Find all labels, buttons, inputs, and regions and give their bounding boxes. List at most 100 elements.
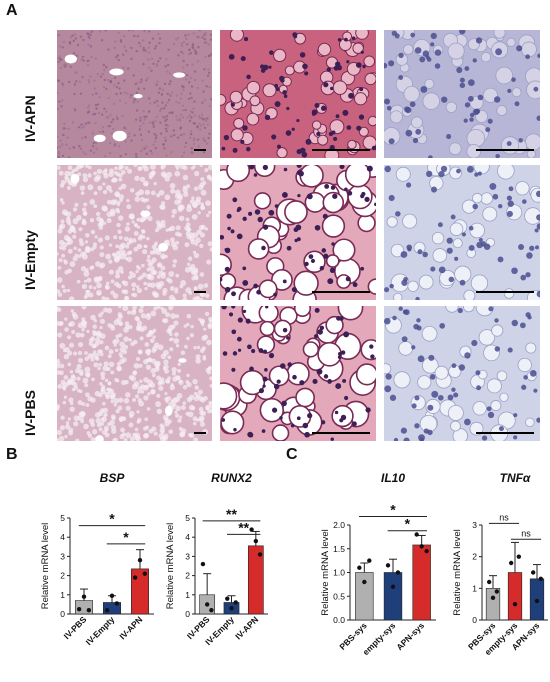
chart-3-bar xyxy=(355,572,374,621)
chart-1-y-tick-label: 1 xyxy=(60,590,65,600)
scale-bar xyxy=(476,149,534,151)
chart-2-data-point xyxy=(253,538,259,544)
histology-image-r2-c3 xyxy=(384,165,540,300)
chart-2-y-tick-label: 4 xyxy=(185,532,190,542)
chart-3-y-tick-label: 0.5 xyxy=(333,591,345,601)
chart-2-data-point xyxy=(233,600,238,605)
chart-3-y-tick-label: 1.5 xyxy=(333,544,345,554)
chart-2-data-point xyxy=(225,596,230,601)
panel-letter-a: A xyxy=(6,2,18,19)
chart-1-significance-label: * xyxy=(123,529,129,545)
chart-2-title: RUNX2 xyxy=(211,471,252,485)
chart-3-data-point xyxy=(414,532,419,537)
chart-1-title: BSP xyxy=(100,471,126,485)
chart-4-y-tick-label: 2 xyxy=(472,552,477,562)
chart-2-y-tick-label: 3 xyxy=(185,551,190,561)
histology-image-r3-c3 xyxy=(384,306,540,441)
chart-4-data-point xyxy=(530,570,536,575)
chart-3-y-label: Relative mRNA level xyxy=(320,529,331,616)
chart-1-category-label: IV-PBS xyxy=(62,614,89,641)
chart-1-data-point xyxy=(114,601,120,606)
chart-1-data-point xyxy=(142,571,148,576)
chart-3-bar xyxy=(383,572,403,621)
chart-1-data-point xyxy=(109,593,115,598)
histology-image-r1-c1 xyxy=(57,30,212,158)
scale-bar xyxy=(194,149,206,151)
chart-4-data-point xyxy=(538,576,544,582)
chart-1-y-tick-label: 5 xyxy=(60,513,65,523)
histology-image-r3-c1 xyxy=(57,306,212,441)
chart-4-data-point xyxy=(490,595,496,601)
chart-4-y-label: Relative mRNA level xyxy=(452,529,463,616)
chart-3-title: IL10 xyxy=(381,471,405,485)
chart-3-data-point xyxy=(362,579,367,585)
scale-bar xyxy=(194,291,206,293)
scale-bar xyxy=(312,432,370,434)
row-label-iv-apn: IV-APN xyxy=(22,95,38,142)
chart-3-data-point xyxy=(357,565,362,570)
histology-image-r1-c2 xyxy=(220,30,376,158)
chart-1-data-point xyxy=(81,594,87,599)
scale-bar xyxy=(312,291,370,293)
chart-3-data-point xyxy=(419,544,424,549)
chart-3-y-tick-label: 0.0 xyxy=(333,615,345,625)
chart-4-y-tick-label: 1 xyxy=(472,583,477,593)
row-label-iv-pbs: IV-PBS xyxy=(22,390,38,436)
chart-4-data-point xyxy=(508,560,514,566)
panel-letter-b: B xyxy=(6,446,18,463)
chart-1-data-point xyxy=(86,607,92,613)
chart-4-y-tick-label: 0 xyxy=(472,615,477,625)
row-label-iv-empty: IV-Empty xyxy=(22,230,38,290)
chart-4-significance-label: ns xyxy=(499,512,509,522)
chart-1-y-tick-label: 4 xyxy=(60,532,65,542)
chart-2-y-tick-label: 1 xyxy=(185,590,190,600)
chart-1-y-label: Relative mRNA level xyxy=(40,523,51,610)
chart-3-category-label: APN-sys xyxy=(394,620,426,652)
chart-4-title: TNFα xyxy=(500,471,531,485)
chart-4-data-point xyxy=(534,598,540,604)
chart-2-y-tick-label: 5 xyxy=(185,513,190,523)
chart-1-y-tick-label: 3 xyxy=(60,551,65,561)
panel-letter-c: C xyxy=(286,446,298,463)
histology-image-r3-c2 xyxy=(220,306,376,441)
chart-2-data-point xyxy=(257,552,263,557)
chart-2-y-tick-label: 0 xyxy=(185,609,190,619)
chart-3-significance-label: * xyxy=(390,501,396,517)
scale-bar xyxy=(476,291,534,293)
chart-3-data-point xyxy=(367,558,372,563)
chart-1-bar xyxy=(131,568,149,615)
chart-1-y-tick-label: 0 xyxy=(60,609,65,619)
chart-1-data-point xyxy=(76,607,82,612)
chart-4-data-point xyxy=(494,589,500,594)
chart-4-data-point xyxy=(516,554,522,559)
chart-4-y-tick-label: 3 xyxy=(472,520,477,530)
chart-1-data-point xyxy=(132,575,138,580)
chart-4-significance-label: ns xyxy=(521,528,531,538)
chart-2-y-label: Relative mRNA level xyxy=(165,523,176,610)
chart-3-data-point xyxy=(395,570,401,575)
chart-2-data-point xyxy=(200,561,206,567)
chart-4-bar xyxy=(507,572,523,621)
chart-4-data-point xyxy=(486,579,492,585)
histology-image-r2-c1 xyxy=(57,165,212,300)
histology-image-r2-c2 xyxy=(220,165,376,300)
chart-2-y-tick-label: 2 xyxy=(185,571,190,581)
chart-2-data-point xyxy=(209,607,214,613)
chart-4-data-point xyxy=(512,601,518,607)
chart-3-data-point xyxy=(424,548,429,554)
chart-3-y-tick-label: 1.0 xyxy=(333,568,345,578)
histology-image-r1-c3 xyxy=(384,30,540,158)
chart-1-category-label: IV-APN xyxy=(117,614,144,641)
scale-bar xyxy=(312,149,370,151)
chart-3-y-tick-label: 2.0 xyxy=(333,520,345,530)
chart-1-category-label: IV-Empty xyxy=(84,614,117,647)
chart-3-significance-label: * xyxy=(405,516,411,532)
chart-2-data-point xyxy=(249,527,254,532)
chart-3-data-point xyxy=(385,563,391,568)
chart-2-significance-label: ** xyxy=(238,519,249,535)
chart-2-significance-label: ** xyxy=(226,506,237,522)
chart-2-category-label: IV-APN xyxy=(233,614,260,641)
scale-bar xyxy=(476,432,534,434)
chart-3-bar xyxy=(412,544,431,621)
chart-1-y-tick-label: 2 xyxy=(60,571,65,581)
